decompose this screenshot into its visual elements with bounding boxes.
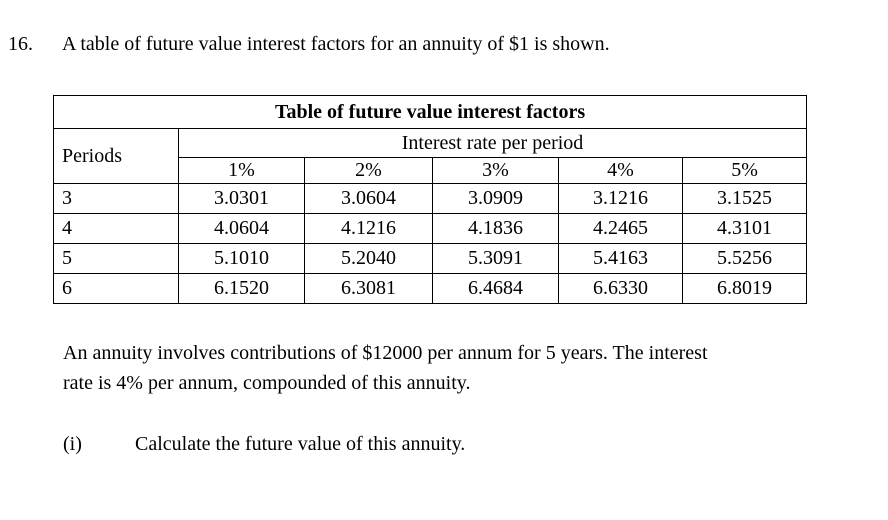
factor-cell: 5.5256 (681, 243, 808, 274)
rate-col-5pct: 5% (681, 157, 808, 184)
factor-cell: 6.3081 (304, 273, 433, 304)
rate-col-4pct: 4% (558, 157, 683, 184)
factor-cell: 6.4684 (432, 273, 559, 304)
factor-cell: 3.0301 (178, 183, 305, 214)
factor-cell: 3.1525 (681, 183, 808, 214)
factor-cell: 4.0604 (178, 213, 305, 244)
problem-statement-line2: rate is 4% per annum, compounded of this… (63, 372, 471, 394)
part-i: (i) Calculate the future value of this a… (63, 433, 465, 456)
factor-cell: 4.2465 (558, 213, 683, 244)
factor-cell: 6.1520 (178, 273, 305, 304)
rate-columns-row: 1% 2% 3% 4% 5% (54, 157, 808, 184)
table-row: 4 4.0604 4.1216 4.1836 4.2465 4.3101 (53, 213, 808, 244)
part-i-text: Calculate the future value of this annui… (135, 433, 466, 455)
factor-cell: 4.1216 (304, 213, 433, 244)
factor-cell: 3.0604 (304, 183, 433, 214)
factor-cell: 6.8019 (681, 273, 808, 304)
factor-cell: 5.4163 (558, 243, 683, 274)
rate-col-1pct: 1% (178, 157, 305, 184)
factor-cell: 4.3101 (681, 213, 808, 244)
table-row: 6 6.1520 6.3081 6.4684 6.6330 6.8019 (53, 273, 808, 304)
period-cell: 3 (53, 183, 179, 214)
table-header-row: Periods Interest rate per period (53, 128, 808, 184)
rate-header-cell: Interest rate per period (177, 128, 808, 158)
question-intro-text: A table of future value interest factors… (62, 33, 610, 55)
fv-factors-table: Table of future value interest factors P… (52, 95, 808, 304)
period-cell: 4 (53, 213, 179, 244)
rate-col-2pct: 2% (304, 157, 433, 184)
problem-statement: An annuity involves contributions of $12… (63, 338, 863, 398)
period-cell: 6 (53, 273, 179, 304)
factor-cell: 3.0909 (432, 183, 559, 214)
part-i-label: (i) (63, 433, 82, 455)
factor-cell: 3.1216 (558, 183, 683, 214)
table-title-row: Table of future value interest factors (52, 95, 808, 129)
period-cell: 5 (53, 243, 179, 274)
factor-cell: 6.6330 (558, 273, 683, 304)
factor-cell: 5.3091 (432, 243, 559, 274)
question-number: 16. (8, 33, 33, 55)
factor-cell: 4.1836 (432, 213, 559, 244)
table-row: 5 5.1010 5.2040 5.3091 5.4163 5.5256 (53, 243, 808, 274)
table-title: Table of future value interest factors (52, 95, 808, 129)
factor-cell: 5.2040 (304, 243, 433, 274)
table-row: 3 3.0301 3.0604 3.0909 3.1216 3.1525 (53, 183, 808, 214)
factor-cell: 5.1010 (178, 243, 305, 274)
problem-statement-line1: An annuity involves contributions of $12… (63, 342, 708, 364)
question-heading: 16. A table of future value interest fac… (8, 33, 610, 56)
rate-col-3pct: 3% (432, 157, 559, 184)
periods-header-cell: Periods (53, 128, 179, 184)
